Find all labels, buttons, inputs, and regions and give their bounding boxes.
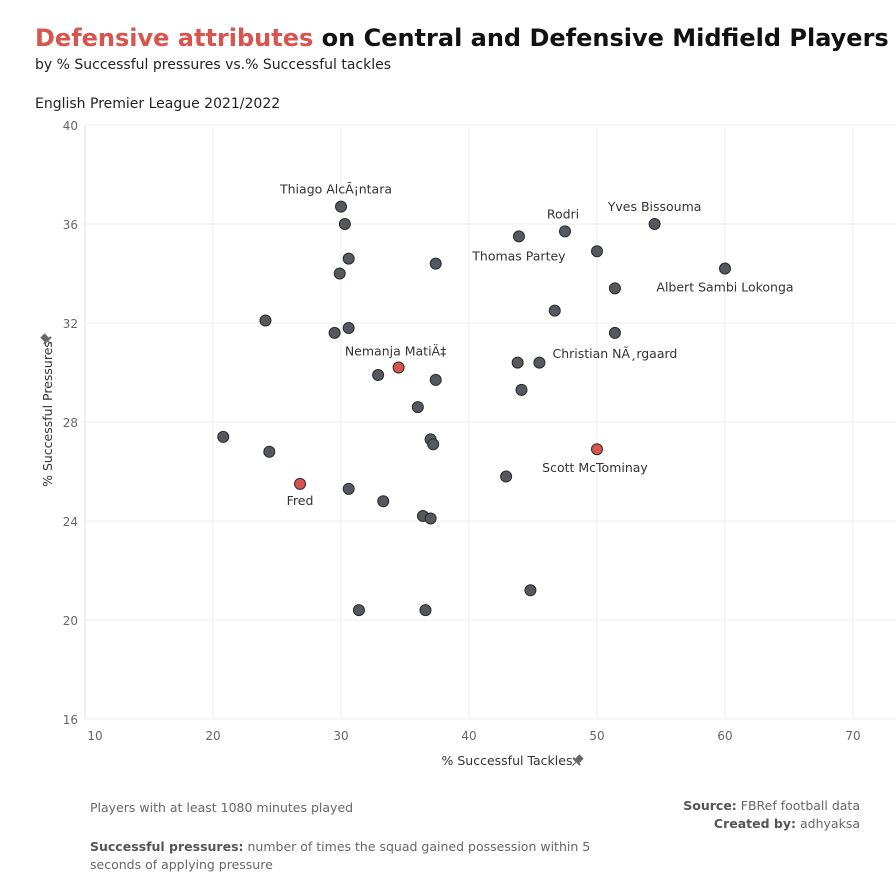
y-tick-label: 32 xyxy=(63,317,78,331)
data-point[interactable] xyxy=(608,326,621,339)
y-tick-labels: 16 20 24 28 32 36 40 xyxy=(63,119,78,727)
highlighted-point[interactable] xyxy=(591,443,603,456)
x-tick-label: 70 xyxy=(845,729,860,743)
y-tick-label: 36 xyxy=(63,218,78,232)
data-point[interactable] xyxy=(352,604,365,617)
y-axis-pin-icon[interactable] xyxy=(39,332,55,348)
data-point[interactable] xyxy=(608,282,621,295)
data-point[interactable] xyxy=(419,604,432,617)
definition-label: Successful pressures: xyxy=(90,839,244,854)
source-text: FBRef football data xyxy=(736,798,860,813)
x-tick-label: 10 xyxy=(87,729,102,743)
data-point[interactable] xyxy=(511,356,524,369)
data-point[interactable] xyxy=(512,230,525,243)
title-highlight: Defensive attributes xyxy=(35,24,314,52)
data-point[interactable] xyxy=(263,445,276,458)
data-points xyxy=(217,200,731,617)
point-labels: Thiago AlcÃ¡ntara Thomas Partey Rodri Yves … xyxy=(279,182,794,508)
chart-grid xyxy=(84,124,896,720)
chart-title: Defensive attributes on Central and Defe… xyxy=(35,24,889,52)
x-tick-labels: 10 20 30 40 50 60 70 xyxy=(87,729,860,743)
point-label: Nemanja MatiÄ‡ xyxy=(345,344,447,359)
x-tick-label: 40 xyxy=(461,729,476,743)
data-point[interactable] xyxy=(342,482,355,495)
footnote-definition: Successful pressures: number of times th… xyxy=(90,838,630,874)
point-label: Fred xyxy=(287,493,314,508)
point-label: Scott McTominay xyxy=(542,460,648,475)
data-point[interactable] xyxy=(372,368,385,381)
y-tick-label: 20 xyxy=(63,614,78,628)
x-axis-pin-icon[interactable] xyxy=(569,753,585,769)
data-point[interactable] xyxy=(533,356,546,369)
data-point[interactable] xyxy=(338,218,351,230)
data-point[interactable] xyxy=(429,373,442,386)
league-label: English Premier League 2021/2022 xyxy=(35,96,281,112)
data-point[interactable] xyxy=(427,438,440,451)
footnote-minutes: Players with at least 1080 minutes playe… xyxy=(90,800,354,815)
credits: Source: FBRef football data Created by: … xyxy=(683,797,860,833)
source-line: Source: FBRef football data xyxy=(683,797,860,815)
data-point[interactable] xyxy=(719,262,731,275)
data-point[interactable] xyxy=(342,252,355,265)
y-tick-label: 28 xyxy=(63,416,78,430)
point-label: Thiago AlcÃ¡ntara xyxy=(279,182,392,197)
x-tick-label: 60 xyxy=(717,729,732,743)
point-label: Albert Sambi Lokonga xyxy=(656,280,793,295)
data-point[interactable] xyxy=(259,314,272,327)
data-point[interactable] xyxy=(335,200,347,213)
data-point[interactable] xyxy=(411,401,424,414)
point-label: Rodri xyxy=(547,206,579,221)
data-point[interactable] xyxy=(217,430,230,443)
data-point[interactable] xyxy=(559,225,571,238)
created-label: Created by: xyxy=(713,816,797,831)
highlighted-point[interactable] xyxy=(294,477,307,490)
definition-text: number of times the squad gained possess… xyxy=(90,839,591,872)
created-text: adhyaksa xyxy=(796,816,860,831)
chart-subtitle: by % Successful pressures vs.% Successfu… xyxy=(35,57,392,73)
highlighted-point[interactable] xyxy=(392,361,405,374)
x-axis-label: % Successful Tackles xyxy=(442,753,573,768)
y-tick-label: 24 xyxy=(63,515,78,529)
y-axis-label: % Successful Pressures xyxy=(40,341,55,487)
data-point[interactable] xyxy=(377,495,390,508)
point-label: Yves Bissouma xyxy=(607,199,702,214)
data-point[interactable] xyxy=(515,383,528,396)
data-point[interactable] xyxy=(424,512,437,525)
x-tick-label: 50 xyxy=(589,729,604,743)
y-tick-label: 40 xyxy=(63,119,78,133)
data-point[interactable] xyxy=(648,218,661,230)
data-point[interactable] xyxy=(524,584,537,597)
data-point[interactable] xyxy=(328,326,341,339)
point-label: Thomas Partey xyxy=(471,248,566,263)
source-label: Source: xyxy=(683,798,737,813)
title-rest: on Central and Defensive Midfield Player… xyxy=(313,24,889,52)
x-tick-label: 20 xyxy=(205,729,220,743)
x-tick-label: 30 xyxy=(333,729,348,743)
data-point[interactable] xyxy=(333,267,346,280)
data-point[interactable] xyxy=(548,304,561,317)
data-point[interactable] xyxy=(342,321,355,334)
data-point[interactable] xyxy=(429,257,442,270)
point-label: Christian NÃ¸rgaard xyxy=(552,346,677,361)
y-tick-label: 16 xyxy=(63,713,78,727)
created-line: Created by: adhyaksa xyxy=(683,815,860,833)
data-point[interactable] xyxy=(591,245,603,258)
data-point[interactable] xyxy=(500,470,513,483)
